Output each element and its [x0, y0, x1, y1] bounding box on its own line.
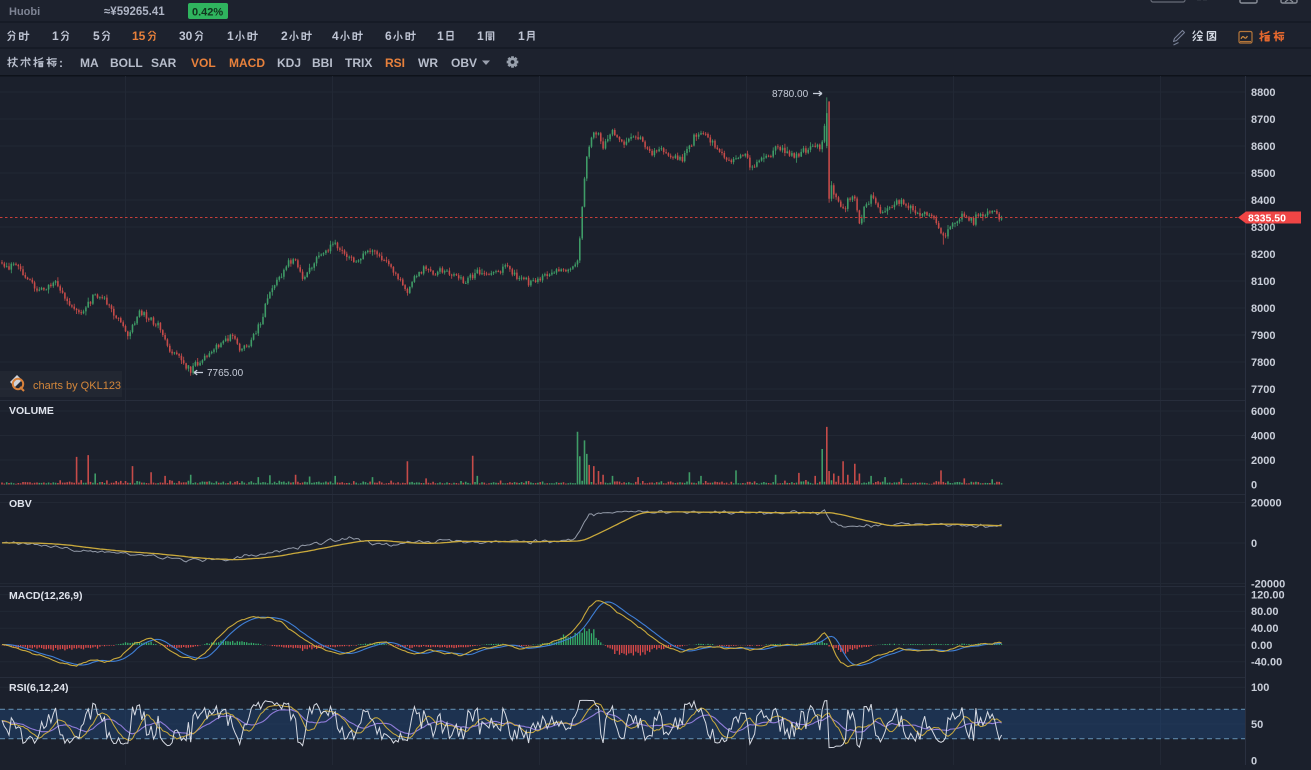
- svg-text:0: 0: [1251, 538, 1257, 550]
- svg-text:8780.00: 8780.00: [772, 89, 809, 100]
- svg-text:8600: 8600: [1251, 141, 1275, 153]
- svg-text:2000: 2000: [1251, 455, 1275, 467]
- svg-text:8800: 8800: [1251, 87, 1275, 99]
- svg-text:OBV: OBV: [451, 56, 477, 70]
- svg-text:7700: 7700: [1251, 384, 1275, 396]
- svg-text:Huobi: Huobi: [9, 6, 40, 18]
- svg-text:4000: 4000: [1251, 430, 1275, 442]
- svg-text:7765.00: 7765.00: [207, 368, 244, 379]
- svg-text:15: 15: [132, 29, 146, 43]
- svg-text:TRIX: TRIX: [345, 56, 372, 70]
- svg-text:8300: 8300: [1251, 222, 1275, 234]
- svg-text:120.00: 120.00: [1251, 589, 1285, 601]
- svg-text:charts by QKL123: charts by QKL123: [33, 380, 121, 392]
- svg-text:MA: MA: [80, 56, 99, 70]
- svg-text:8335.50: 8335.50: [1248, 212, 1286, 224]
- svg-text:20000: 20000: [1251, 497, 1282, 509]
- svg-text:4: 4: [332, 29, 339, 43]
- svg-text:6000: 6000: [1251, 406, 1275, 418]
- svg-text:8700: 8700: [1251, 114, 1275, 126]
- svg-text:1: 1: [52, 29, 59, 43]
- svg-text:BOLL: BOLL: [110, 56, 143, 70]
- svg-text:40.00: 40.00: [1251, 623, 1279, 635]
- svg-text:5: 5: [93, 29, 100, 43]
- svg-text:RSI(6,12,24): RSI(6,12,24): [9, 682, 69, 694]
- svg-text:50: 50: [1251, 719, 1263, 731]
- svg-text:1: 1: [477, 29, 484, 43]
- svg-text:RSI: RSI: [385, 56, 405, 70]
- svg-text:80.00: 80.00: [1251, 606, 1279, 618]
- svg-text:VOLUME: VOLUME: [9, 405, 54, 417]
- svg-text:0.42%: 0.42%: [192, 7, 223, 19]
- svg-text:2: 2: [281, 29, 288, 43]
- svg-text:8200: 8200: [1251, 249, 1275, 261]
- svg-text:0: 0: [1251, 479, 1257, 491]
- svg-text:8400: 8400: [1251, 195, 1275, 207]
- svg-text:≈¥59265.41: ≈¥59265.41: [104, 6, 165, 18]
- svg-text:100: 100: [1251, 682, 1269, 694]
- svg-text:VOL: VOL: [191, 56, 216, 70]
- svg-text::: :: [59, 56, 63, 70]
- svg-text:BBI: BBI: [312, 56, 333, 70]
- svg-text:-20000: -20000: [1251, 578, 1285, 590]
- svg-text:-40.00: -40.00: [1251, 657, 1282, 669]
- svg-text:WR: WR: [418, 56, 438, 70]
- svg-text:1: 1: [227, 29, 234, 43]
- svg-text:SAR: SAR: [151, 56, 177, 70]
- svg-text:7900: 7900: [1251, 330, 1275, 342]
- svg-text:6: 6: [385, 29, 392, 43]
- svg-text:MACD: MACD: [229, 56, 265, 70]
- svg-text:30: 30: [179, 29, 193, 43]
- svg-text:MACD(12,26,9): MACD(12,26,9): [9, 590, 83, 602]
- svg-text:8500: 8500: [1251, 168, 1275, 180]
- svg-text:0.00: 0.00: [1251, 640, 1272, 652]
- svg-text:7800: 7800: [1251, 357, 1275, 369]
- svg-text:8000: 8000: [1251, 303, 1275, 315]
- svg-text:OBV: OBV: [9, 498, 32, 510]
- svg-text:1: 1: [437, 29, 444, 43]
- svg-text:1: 1: [518, 29, 525, 43]
- svg-text:8100: 8100: [1251, 276, 1275, 288]
- svg-text:KDJ: KDJ: [277, 56, 301, 70]
- svg-text:0: 0: [1251, 756, 1257, 765]
